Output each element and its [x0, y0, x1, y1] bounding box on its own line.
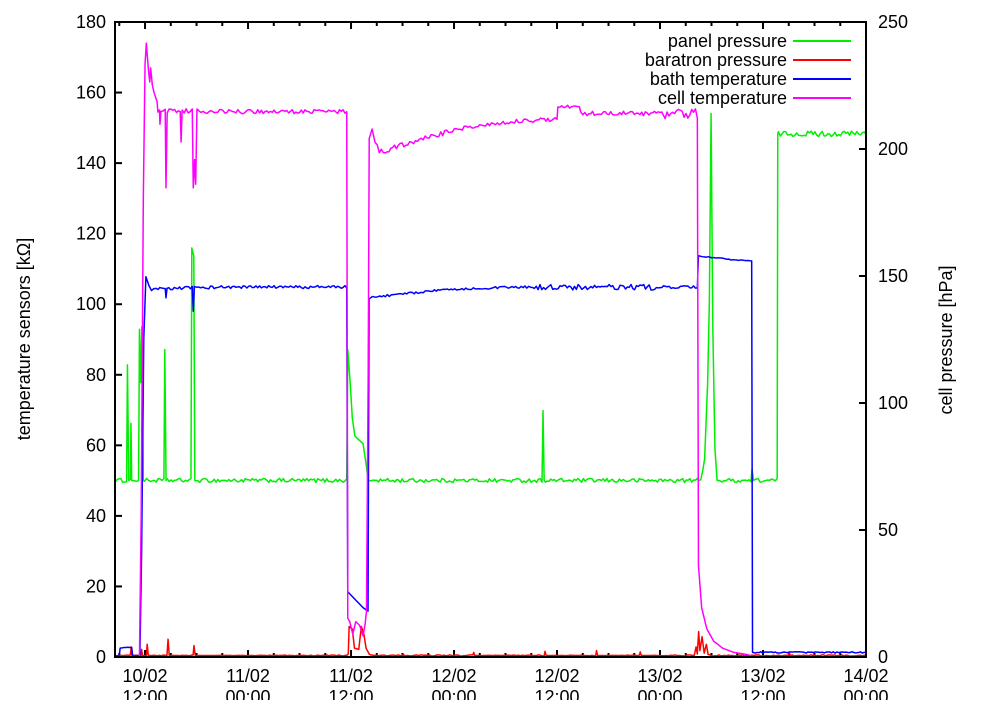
x-tick-label-time: 00:00: [431, 687, 476, 700]
legend-label-bath-temperature: bath temperature: [650, 69, 787, 89]
y-left-tick-label: 80: [86, 365, 106, 385]
series-bath-temperature: [115, 254, 866, 657]
x-tick-label-time: 00:00: [226, 687, 271, 700]
y-left-tick-label: 0: [96, 647, 106, 667]
x-tick-label-time: 12:00: [123, 687, 168, 700]
x-tick-label-date: 11/02: [329, 666, 373, 686]
series-panel-pressure: [115, 112, 866, 484]
y-left-tick-label: 60: [86, 435, 106, 455]
y-right-tick-label: 100: [878, 393, 908, 413]
x-tick-label-time: 12:00: [534, 687, 579, 700]
y-right-tick-label: 50: [878, 520, 898, 540]
series-cell-temperature: [115, 42, 754, 657]
plot-frame: [114, 21, 867, 658]
legend-label-baratron-pressure: baratron pressure: [645, 50, 787, 70]
legend: panel pressure baratron pressure bath te…: [645, 31, 851, 108]
y-left-tick-label: 20: [86, 576, 106, 596]
y-right-tick-label: 0: [878, 647, 888, 667]
x-tick-label-date: 14/02: [843, 666, 888, 686]
x-tick-label-time: 12:00: [740, 687, 785, 700]
y-left-tick-label: 40: [86, 506, 106, 526]
legend-label-panel-pressure: panel pressure: [668, 31, 787, 51]
y-right-tick-label: 150: [878, 266, 908, 286]
y-left-tick-label: 180: [76, 12, 106, 32]
x-tick-label-date: 12/02: [534, 666, 579, 686]
x-tick-label-time: 12:00: [329, 687, 374, 700]
series-baratron-pressure: [115, 625, 866, 657]
x-tick-label-time: 00:00: [843, 687, 888, 700]
y-left-tick-label: 140: [76, 153, 106, 173]
y-left-tick-label: 100: [76, 294, 106, 314]
x-tick-label-date: 12/02: [431, 666, 476, 686]
y-left-axis-title: temperature sensors [kΩ]: [14, 238, 34, 441]
x-tick-label-date: 11/02: [226, 666, 270, 686]
y-right-tick-label: 250: [878, 12, 908, 32]
x-tick-label-time: 00:00: [637, 687, 682, 700]
y-right-tick-label: 200: [878, 139, 908, 159]
legend-label-cell-temperature: cell temperature: [658, 88, 787, 108]
y-left-tick-label: 160: [76, 83, 106, 103]
x-tick-label-date: 10/02: [123, 666, 168, 686]
plot-dynamic-content: 10/0212:0011/0200:0011/0212:0012/0200:00…: [76, 12, 908, 705]
x-tick-label-date: 13/02: [740, 666, 785, 686]
y-right-axis-title: cell pressure [hPa]: [936, 265, 956, 414]
y-left-tick-label: 120: [76, 224, 106, 244]
x-tick-label-date: 13/02: [637, 666, 682, 686]
